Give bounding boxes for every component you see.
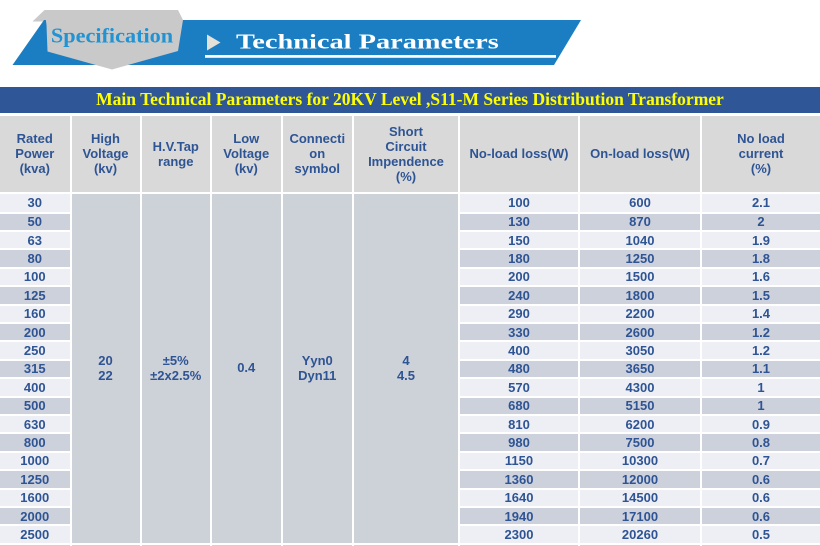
svg-text:Specification: Specification [51, 24, 173, 47]
svg-text:Technical Parameters: Technical Parameters [236, 31, 499, 54]
